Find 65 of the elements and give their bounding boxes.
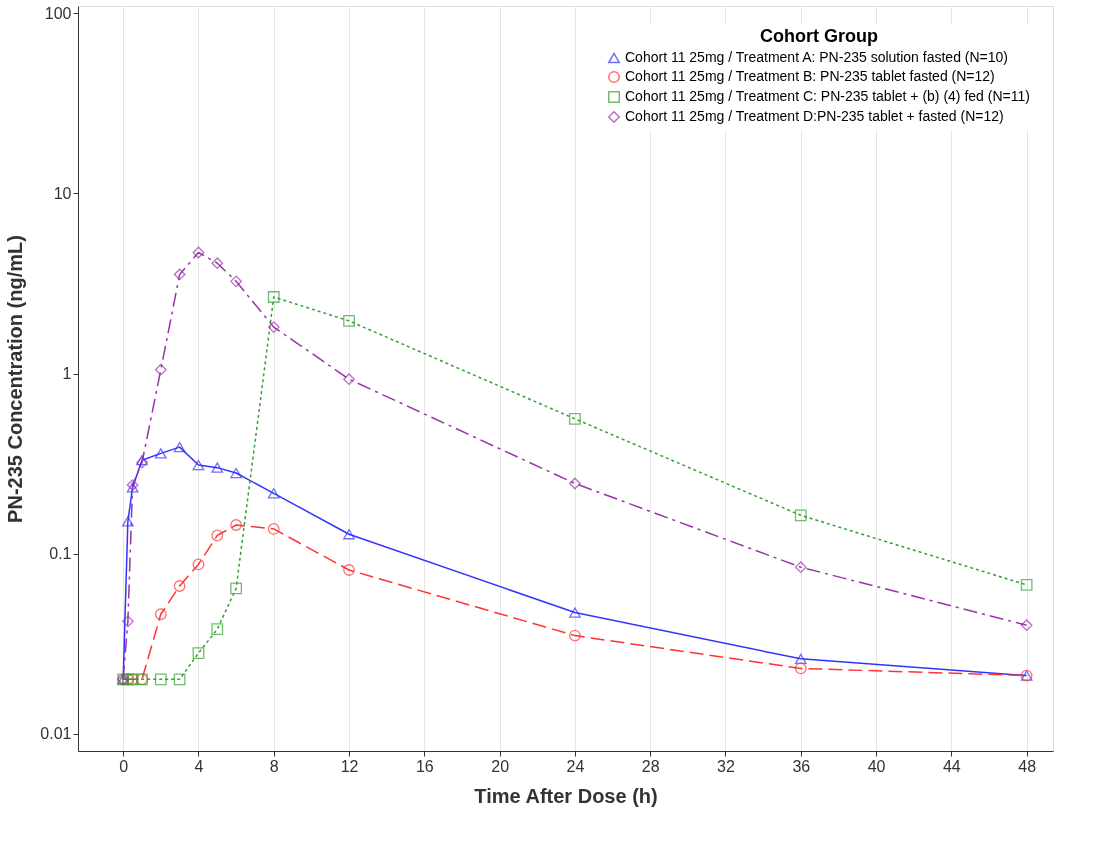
point [173,441,186,453]
point [569,477,581,490]
point [267,321,280,334]
x-tick-label: 28 [641,757,660,775]
point [173,673,186,686]
legend-title: Cohort Group [760,26,878,46]
x-tick-label: 48 [1018,757,1037,775]
point [267,291,280,303]
point [211,257,224,270]
point [230,467,242,479]
point [267,523,280,535]
point [1020,619,1033,632]
y-tick-label: 1 [62,365,72,382]
point [230,519,242,531]
point [211,529,224,542]
x-tick-label: 40 [867,757,886,775]
point [267,488,280,499]
point [343,373,355,386]
point [121,615,134,628]
y-tick-label: 10 [53,184,72,202]
point [154,448,167,459]
x-tick-label: 32 [717,757,735,775]
point [154,363,167,376]
x-tick-label: 0 [119,757,129,775]
y-tick-label: 0.1 [49,545,72,563]
x-tick-label: 16 [415,757,434,775]
point [192,246,205,259]
point [1020,578,1033,591]
legend-label: Cohort 11 25mg / Treatment A: PN-235 solution fasted (N=10) [625,49,1008,65]
x-tick-label: 24 [566,757,585,775]
legend-label: Cohort 11 25mg / Treatment D:PN-235 tablet + fasted (N=12) [625,108,1004,124]
point [794,653,807,665]
point [211,623,224,636]
point [794,662,807,675]
x-tick-label: 36 [792,757,811,775]
point [173,580,186,592]
point [192,558,205,571]
point [121,516,134,527]
point [343,564,355,576]
y-tick-label: 0.01 [40,725,72,743]
point [569,629,581,642]
point [343,529,355,540]
point [569,607,581,618]
x-tick-label: 8 [269,757,279,775]
point [230,582,242,595]
y-axis-title: PN-235 Concentration (ng/mL) [4,235,27,523]
y-tick-label: 100 [44,4,72,22]
x-axis-title: Time After Dose (h) [474,784,658,807]
point [230,275,242,288]
point [343,315,355,327]
point [211,462,224,473]
x-tick-label: 20 [491,757,510,775]
point [192,459,205,471]
x-tick-label: 4 [194,757,204,775]
legend-label: Cohort 11 25mg / Treatment B: PN-235 tablet fasted (N=12) [625,68,995,84]
point [154,608,167,621]
point [794,561,807,574]
x-tick-label: 44 [942,757,961,775]
legend-label: Cohort 11 25mg / Treatment C: PN-235 tablet + (b) (4) fed (N=11) [625,88,1030,104]
x-tick-label: 12 [340,757,359,775]
point [794,509,807,522]
point [173,268,186,281]
point [569,412,581,425]
point [154,673,167,686]
point [192,647,205,659]
